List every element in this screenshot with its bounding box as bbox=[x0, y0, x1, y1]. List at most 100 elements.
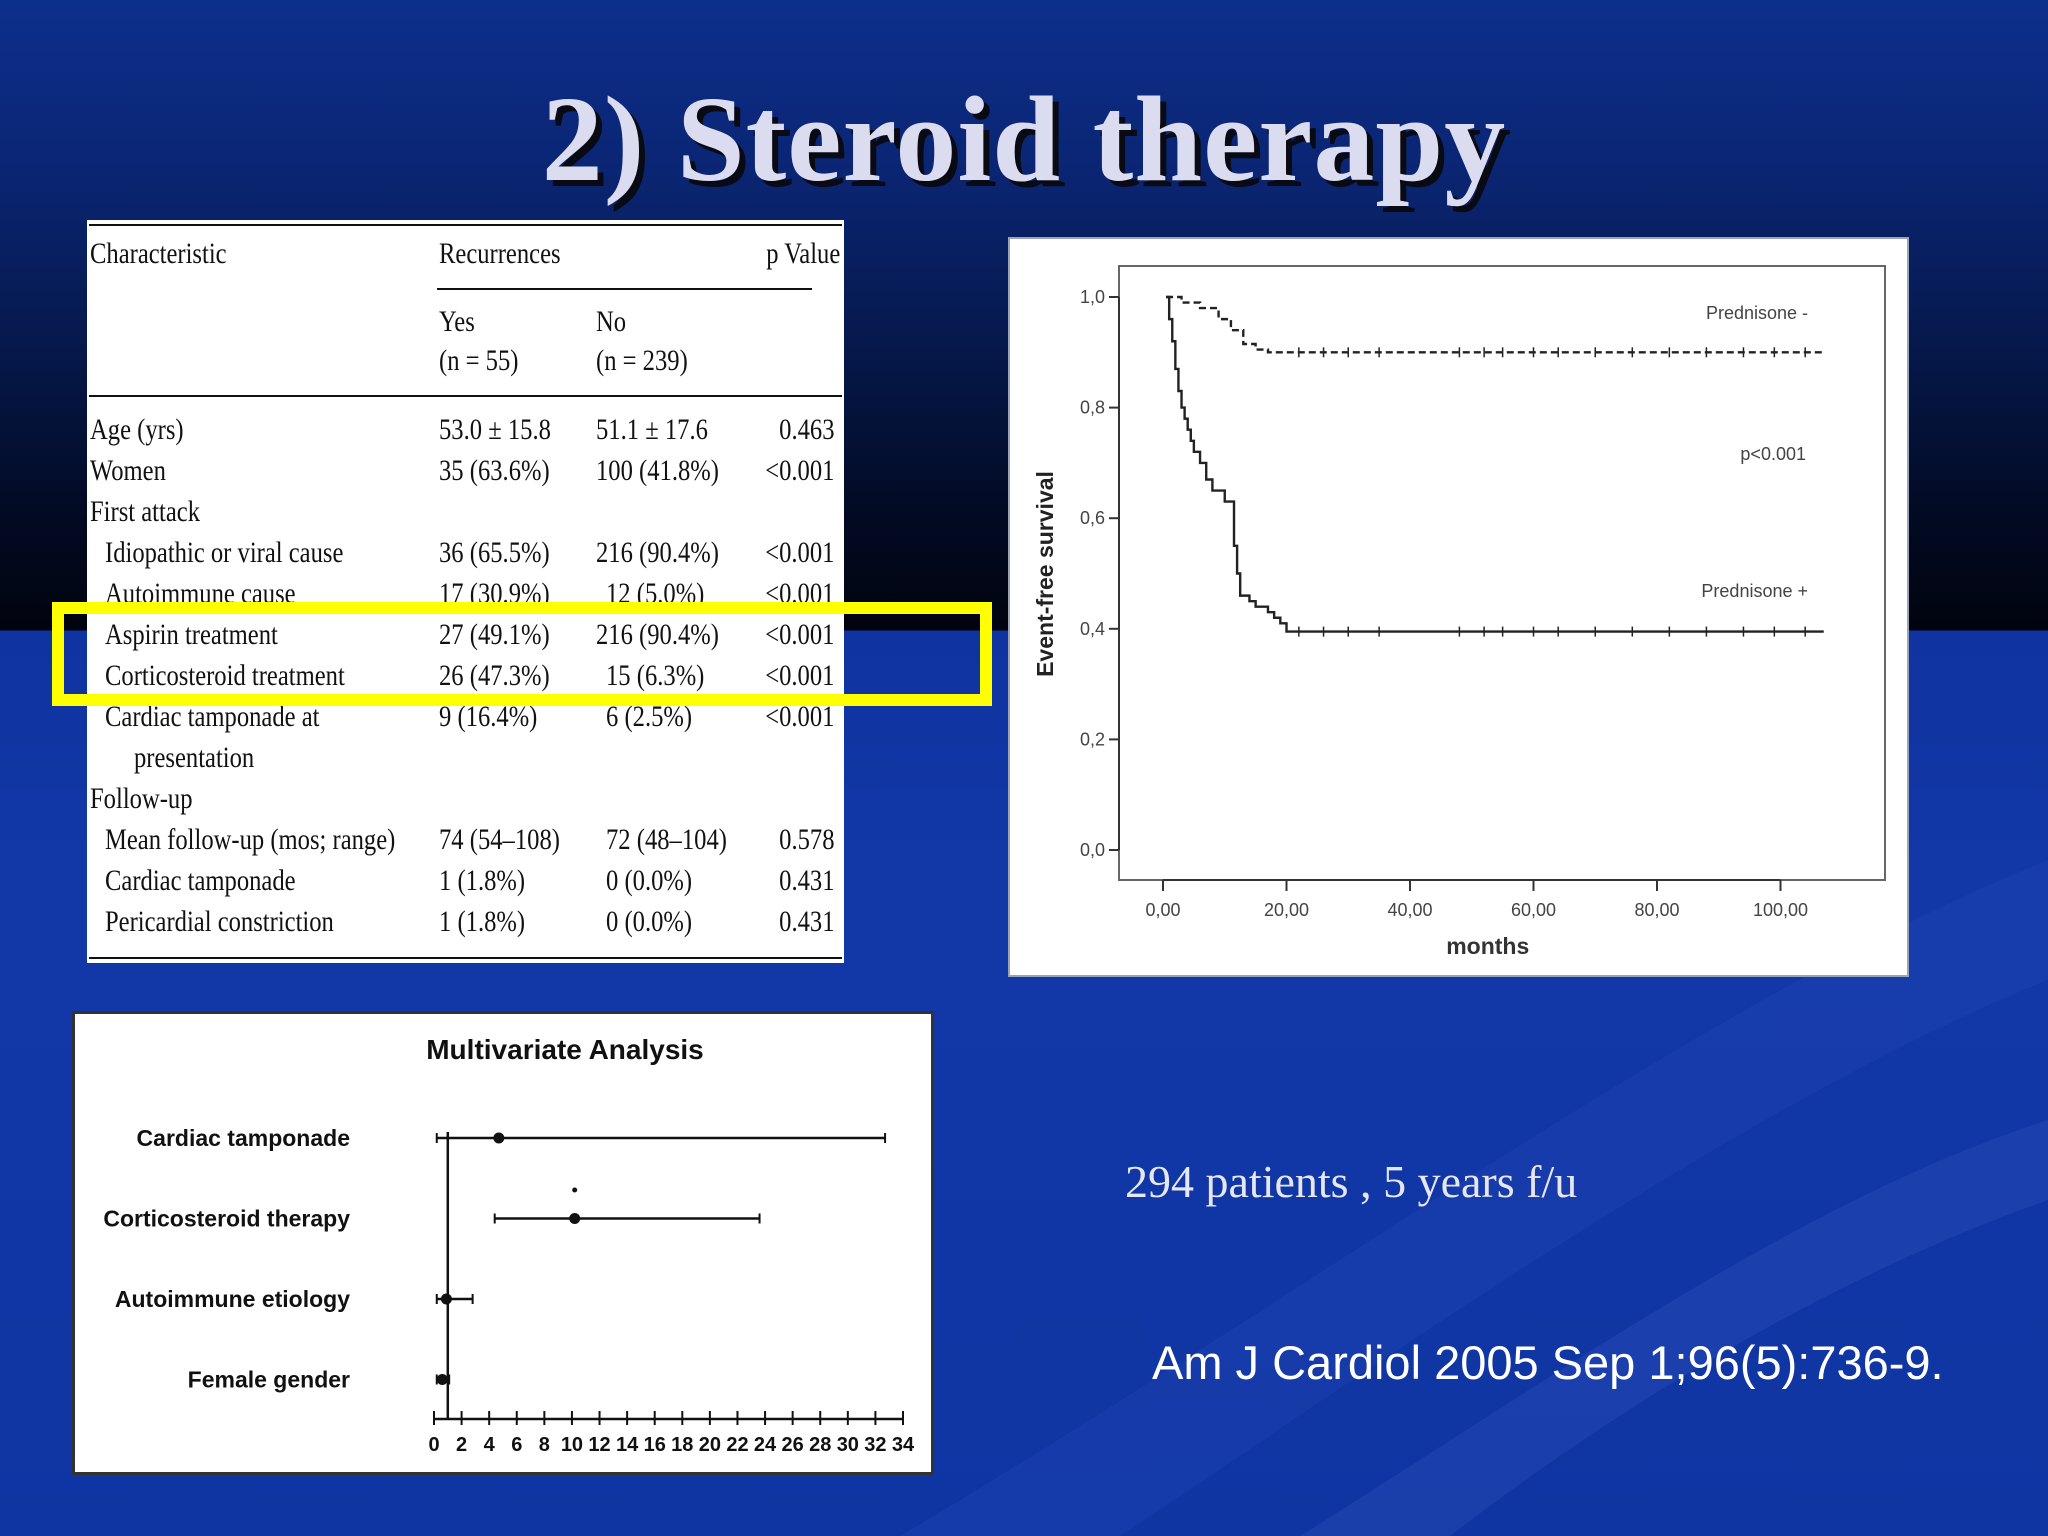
row-no: 216 (90.4%) bbox=[596, 536, 719, 569]
y-tick-label: 0,4 bbox=[1080, 619, 1105, 639]
forest-x-tick-label: 8 bbox=[539, 1434, 550, 1456]
forest-x-tick-label: 32 bbox=[864, 1434, 886, 1456]
row-no: 15 (6.3%) bbox=[606, 659, 705, 692]
row-label: Women bbox=[90, 454, 166, 487]
prednisone-plus-curve bbox=[1166, 295, 1824, 633]
forest-x-tick-label: 28 bbox=[809, 1434, 831, 1456]
forest-x-tick-label: 6 bbox=[511, 1434, 522, 1456]
row-no: 0 (0.0%) bbox=[606, 905, 693, 938]
forest-x-tick-label: 2 bbox=[456, 1434, 467, 1456]
row-label: First attack bbox=[90, 495, 200, 528]
row-yes: 53.0 ± 15.8 bbox=[439, 413, 551, 446]
table-top-rule bbox=[89, 224, 842, 226]
y-tick-label: 0,2 bbox=[1080, 729, 1105, 749]
forest-row-label: Autoimmune etiology bbox=[115, 1286, 350, 1312]
row-p-value: 0.578 bbox=[778, 823, 834, 856]
header-no: No bbox=[596, 305, 627, 338]
x-tick-label: 60,00 bbox=[1511, 900, 1556, 920]
forest-point-estimate bbox=[440, 1293, 452, 1305]
forest-point-estimate bbox=[493, 1132, 505, 1144]
row-no: 0 (0.0%) bbox=[606, 864, 693, 897]
characteristics-table: Characteristic Recurrences p Value Yes (… bbox=[87, 220, 844, 963]
forest-x-tick-label: 12 bbox=[588, 1434, 610, 1456]
row-p-value: 0.463 bbox=[778, 413, 834, 446]
forest-x-tick-label: 20 bbox=[699, 1434, 721, 1456]
forest-x-tick-label: 16 bbox=[644, 1434, 666, 1456]
forest-row-label: Cardiac tamponade bbox=[137, 1125, 350, 1151]
row-p-value: 0.431 bbox=[778, 905, 834, 938]
forest-x-tick-label: 0 bbox=[428, 1434, 439, 1456]
row-label: Idiopathic or viral cause bbox=[105, 536, 344, 569]
forest-title: Multivariate Analysis bbox=[426, 1034, 704, 1065]
forest-x-tick-label: 34 bbox=[892, 1434, 915, 1456]
y-tick-label: 1,0 bbox=[1080, 287, 1105, 307]
header-yes: Yes bbox=[439, 305, 475, 338]
row-yes: 26 (47.3%) bbox=[439, 659, 550, 692]
row-no: 51.1 ± 17.6 bbox=[596, 413, 708, 446]
row-yes: 27 (49.1%) bbox=[439, 618, 550, 651]
slide-title: 2) Steroid therapy bbox=[541, 72, 1507, 207]
row-no: 72 (48–104) bbox=[606, 823, 727, 856]
row-yes: 1 (1.8%) bbox=[439, 864, 526, 897]
recurrences-rule bbox=[437, 288, 812, 290]
citation: Am J Cardiol 2005 Sep 1;96(5):736-9. bbox=[1152, 1336, 1944, 1389]
y-tick-label: 0,0 bbox=[1080, 840, 1105, 860]
header-no-n: (n = 239) bbox=[596, 344, 688, 377]
forest-row-label: Female gender bbox=[188, 1367, 350, 1393]
row-yes: 36 (65.5%) bbox=[439, 536, 550, 569]
row-no: 100 (41.8%) bbox=[596, 454, 719, 487]
survival-plot: 0,0 0,2 0,4 0,6 0,8 1,0 0,00 20,00 40,00 60,00 80,… bbox=[1032, 265, 1886, 959]
header-recurrences: Recurrences bbox=[439, 237, 561, 270]
x-tick-label: 0,00 bbox=[1145, 900, 1180, 920]
row-label: Mean follow-up (mos; range) bbox=[105, 823, 396, 856]
forest-x-tick-label: 18 bbox=[671, 1434, 693, 1456]
forest-x-tick-label: 30 bbox=[837, 1434, 859, 1456]
x-tick-label: 20,00 bbox=[1264, 900, 1309, 920]
row-yes: 74 (54–108) bbox=[439, 823, 560, 856]
row-p-value: <0.001 bbox=[764, 659, 834, 692]
row-label: Follow-up bbox=[90, 782, 193, 815]
forest-point-estimate bbox=[436, 1374, 448, 1385]
patients-caption: 294 patients , 5 years f/u bbox=[1125, 1156, 1578, 1207]
forest-x-tick-label: 4 bbox=[484, 1434, 496, 1456]
series-label: Prednisone + bbox=[1701, 581, 1808, 601]
header-rule bbox=[89, 395, 842, 397]
row-label: Pericardial constriction bbox=[105, 905, 334, 938]
forest-x-tick-label: 10 bbox=[561, 1434, 583, 1456]
header-yes-n: (n = 55) bbox=[439, 344, 519, 377]
row-label: Cardiac tamponade bbox=[105, 864, 296, 897]
row-no: 216 (90.4%) bbox=[596, 618, 719, 651]
prednisone-minus-curve bbox=[1166, 295, 1824, 354]
row-label: Aspirin treatment bbox=[105, 618, 278, 651]
forest-plot-chart: Multivariate Analysis 0 2 4 6 8 10 12 14 16 18 20 22… bbox=[72, 1011, 934, 1475]
x-axis-label: months bbox=[1446, 933, 1529, 959]
plot-frame bbox=[1118, 265, 1886, 881]
x-tick-label: 80,00 bbox=[1634, 900, 1679, 920]
highlight-box bbox=[52, 602, 992, 706]
row-label: Age (yrs) bbox=[90, 413, 184, 446]
forest-x-tick-label: 22 bbox=[726, 1434, 748, 1456]
x-tick-label: 100,00 bbox=[1753, 900, 1808, 920]
y-tick-label: 0,6 bbox=[1080, 508, 1105, 528]
forest-point-estimate bbox=[569, 1213, 581, 1224]
y-axis-label: Event-free survival bbox=[1032, 471, 1058, 677]
row-p-value: <0.001 bbox=[764, 454, 834, 487]
row-label: Corticosteroid treatment bbox=[105, 659, 345, 692]
row-label: presentation bbox=[134, 741, 255, 774]
forest-x-tick-label: 26 bbox=[782, 1434, 804, 1456]
x-tick-label: 40,00 bbox=[1387, 900, 1432, 920]
row-yes: 1 (1.8%) bbox=[439, 905, 526, 938]
series-label: Prednisone - bbox=[1706, 303, 1808, 323]
forest-stray-mark bbox=[572, 1187, 578, 1193]
y-tick-label: 0,8 bbox=[1080, 398, 1105, 418]
table-bottom-rule bbox=[89, 957, 842, 959]
survival-chart: 0,0 0,2 0,4 0,6 0,8 1,0 0,00 20,00 40,00 60,00 80,… bbox=[1008, 237, 1909, 977]
header-characteristic: Characteristic bbox=[90, 237, 227, 270]
p-value-annotation: p<0.001 bbox=[1740, 444, 1806, 464]
row-p-value: <0.001 bbox=[764, 618, 834, 651]
forest-x-tick-label: 14 bbox=[616, 1434, 639, 1456]
forest-x-tick-label: 24 bbox=[754, 1434, 777, 1456]
